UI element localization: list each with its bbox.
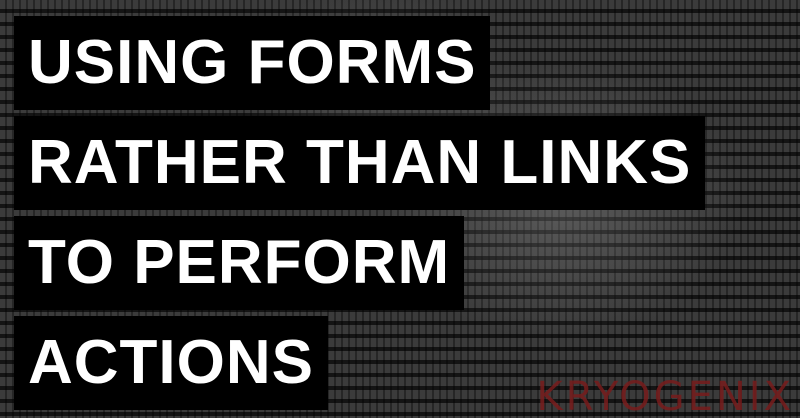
title-line: RATHER THAN LINKS xyxy=(14,116,706,210)
title-line: ACTIONS xyxy=(14,316,328,410)
title-line: TO PERFORM xyxy=(14,216,465,310)
title-line: USING FORMS xyxy=(14,16,491,110)
watermark: KRYOGENIX xyxy=(536,374,794,418)
